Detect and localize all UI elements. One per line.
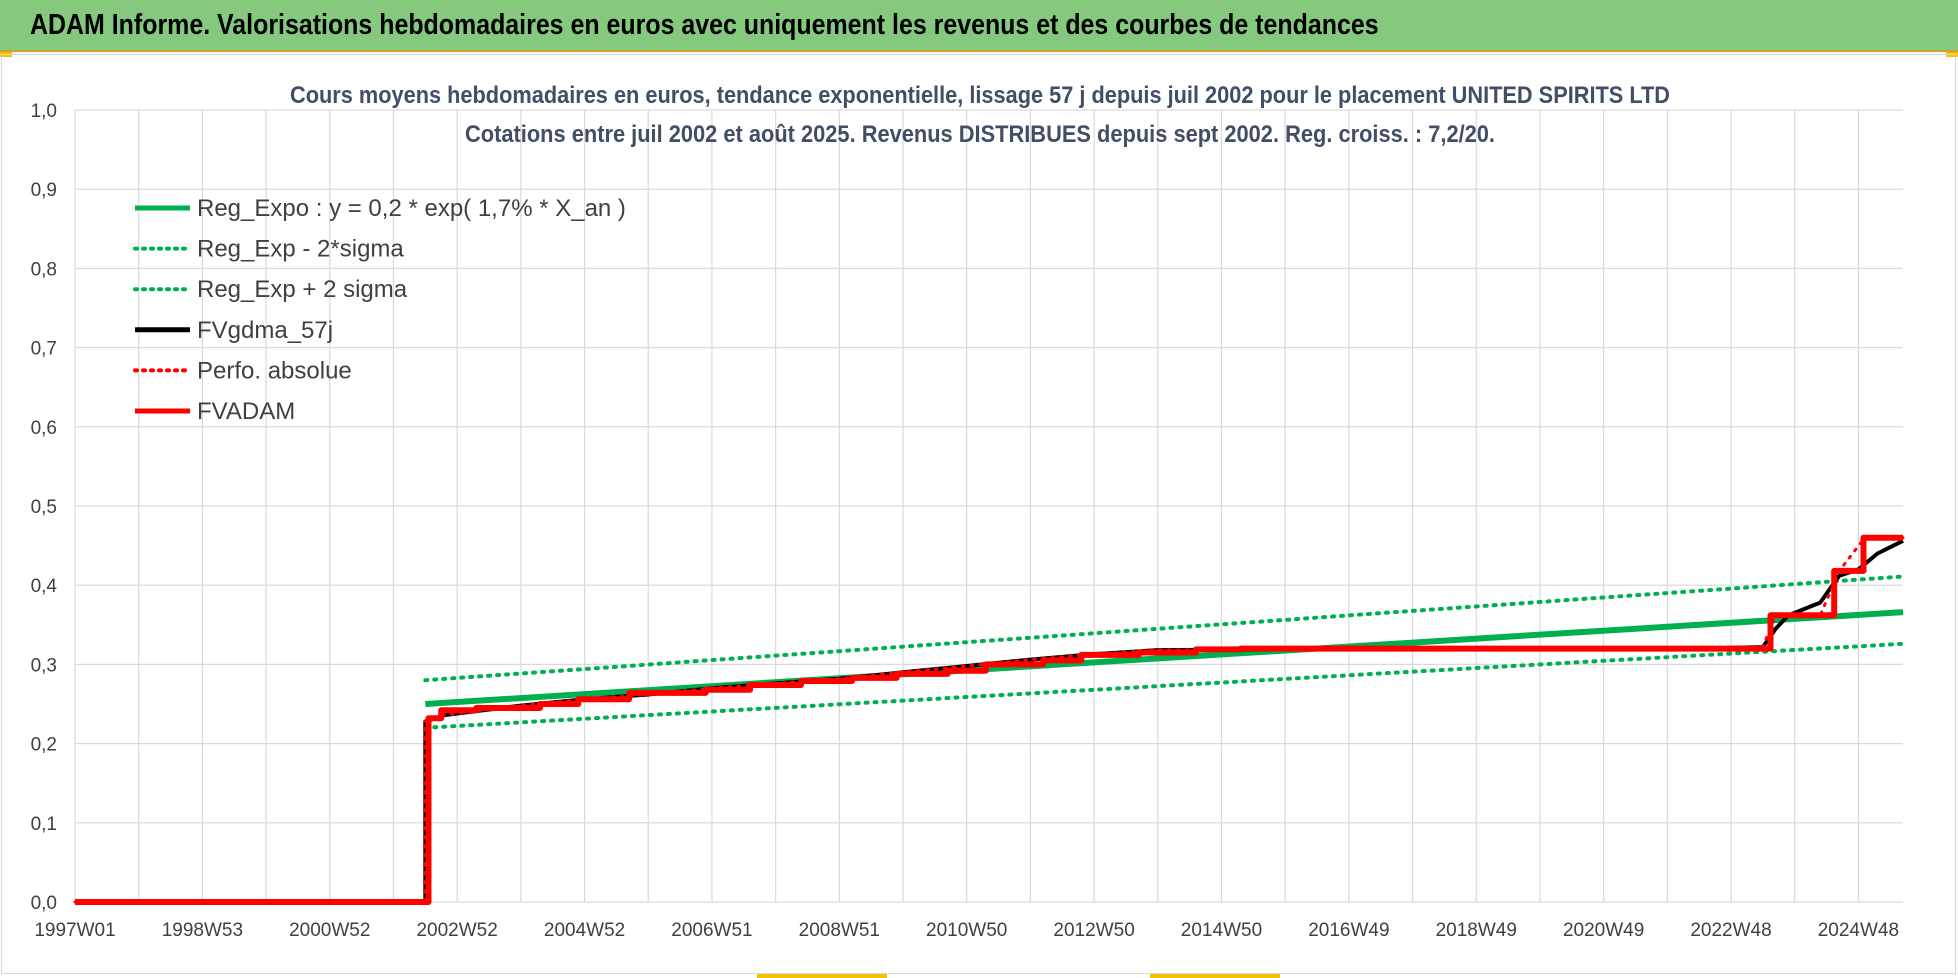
y-tick-label: 0,8 [31, 259, 57, 280]
x-tick-label: 2000W52 [289, 920, 370, 941]
x-tick-label: 2012W50 [1053, 920, 1134, 941]
x-tick-label: 2008W51 [799, 920, 880, 941]
legend-label: Perfo. absolue [197, 357, 352, 384]
legend: Reg_Expo : y = 0,2 * exp( 1,7% * X_an ) R… [133, 195, 626, 425]
legend-label: Reg_Exp + 2 sigma [197, 276, 408, 303]
x-tick-label: 1998W53 [162, 920, 243, 941]
header-banner: ADAM Informe. Valorisations hebdomadaire… [0, 0, 1958, 52]
x-tick-label: 2014W50 [1181, 920, 1262, 941]
x-tick-label: 1997W01 [34, 920, 115, 941]
series-line-fvadam [75, 534, 1903, 905]
chart-subtitle: Cotations entre juil 2002 et août 2025. … [465, 121, 1495, 148]
series-line-reg-exp-2-sigma [423, 574, 1905, 683]
y-tick-label: 0,9 [31, 180, 57, 201]
x-tick-label: 2002W52 [416, 920, 497, 941]
bottom-marker-2 [1150, 974, 1280, 978]
chart-title: Cours moyens hebdomadaires en euros, ten… [290, 82, 1670, 109]
series-lines [73, 534, 1905, 905]
legend-label: FVADAM [197, 398, 295, 425]
y-tick-label: 0,6 [31, 418, 57, 439]
y-tick-label: 0,1 [31, 814, 57, 835]
y-tick-label: 0,3 [31, 655, 57, 676]
axes: 0,0 0,1 0,2 0,3 0,4 0,5 0,6 0,7 0,8 0,9 1,0 1997W01… [31, 101, 1900, 941]
y-tick-label: 0,7 [31, 339, 57, 360]
legend-label: Reg_Exp - 2*sigma [197, 236, 404, 263]
chart-frame [1, 54, 1956, 974]
x-tick-label: 2022W48 [1690, 920, 1771, 941]
series-line-perfo-absolue [73, 536, 1905, 904]
x-tick-label: 2024W48 [1818, 920, 1899, 941]
x-tick-label: 2004W52 [544, 920, 625, 941]
series-line-reg-expo-y-0-2-exp-1-7-x-an [425, 609, 1904, 707]
y-tick-label: 0,4 [31, 576, 58, 597]
x-tick-label: 2010W50 [926, 920, 1007, 941]
legend-label: FVgdma_57j [197, 317, 333, 344]
x-tick-label: 2018W49 [1436, 920, 1517, 941]
page-title: ADAM Informe. Valorisations hebdomadaire… [30, 9, 1379, 41]
x-tick-label: 2006W51 [671, 920, 752, 941]
y-tick-label: 1,0 [31, 101, 57, 122]
y-tick-label: 0,2 [31, 735, 57, 756]
x-tick-label: 2020W49 [1563, 920, 1644, 941]
x-tick-label: 2016W49 [1308, 920, 1389, 941]
bottom-marker-1 [757, 974, 887, 978]
series-line-reg-exp-2-sigma [423, 641, 1905, 730]
y-tick-label: 0,5 [31, 497, 57, 518]
y-tick-label: 0,0 [31, 893, 57, 914]
grid-lines [74, 109, 1903, 903]
legend-label: Reg_Expo : y = 0,2 * exp( 1,7% * X_an ) [197, 195, 626, 222]
